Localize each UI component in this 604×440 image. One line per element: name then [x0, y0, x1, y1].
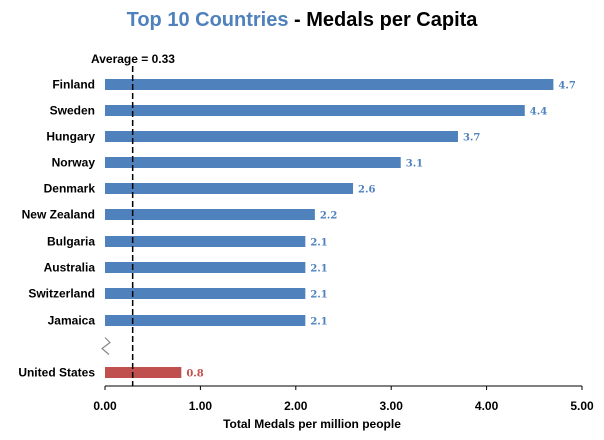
data-label: 4.4 [530, 107, 547, 118]
x-tick-label: 5.00 [570, 399, 594, 413]
x-axis-title: Total Medals per million people [223, 417, 401, 431]
category-label: Switzerland [28, 287, 95, 301]
x-tick-label: 4.00 [475, 399, 499, 413]
bar [105, 157, 401, 168]
category-label: Denmark [44, 182, 96, 196]
category-label: Finland [52, 78, 95, 92]
data-label: 2.1 [310, 238, 327, 249]
category-label: Australia [44, 261, 96, 275]
x-tick-label: 2.00 [284, 399, 308, 413]
category-label: Jamaica [48, 314, 96, 328]
bar [105, 288, 306, 299]
data-label: 2.1 [310, 317, 327, 328]
bar [105, 105, 525, 116]
bar [105, 209, 315, 220]
bar [105, 79, 554, 90]
average-label: Average = 0.33 [91, 52, 175, 66]
bar [105, 367, 182, 378]
x-axis: 0.00 1.00 2.00 3.00 4.00 5.00 [93, 66, 594, 413]
data-label: 3.7 [463, 133, 480, 144]
category-label: New Zealand [22, 208, 95, 222]
chart-title-highlight: Top 10 Countries [127, 9, 289, 31]
data-label: 2.1 [310, 290, 327, 301]
x-tick-label: 0.00 [93, 399, 117, 413]
category-label: Hungary [46, 130, 95, 144]
bar [105, 183, 354, 194]
bar [105, 315, 306, 326]
bar [105, 262, 306, 273]
data-label: 0.8 [186, 369, 203, 380]
x-tick-label: 3.00 [380, 399, 404, 413]
bars-layer: Finland 4.7 Sweden 4.4 Hungary 3.7 Norway 3.1 De… [18, 78, 576, 380]
data-label: 2.2 [320, 211, 337, 222]
category-label: Norway [52, 156, 96, 170]
chart-title: Top 10 Countries - Medals per Capita [127, 9, 479, 31]
data-label: 2.6 [358, 185, 375, 196]
data-label: 4.7 [558, 81, 575, 92]
data-label: 2.1 [310, 264, 327, 275]
data-label: 3.1 [406, 159, 423, 170]
chart-title-rest: - Medals per Capita [288, 9, 478, 31]
category-label: United States [18, 366, 95, 380]
axis-break-marker [101, 337, 111, 355]
category-label: Bulgaria [47, 235, 95, 249]
x-tick-label: 1.00 [189, 399, 213, 413]
category-label: Sweden [50, 104, 95, 118]
bar [105, 236, 306, 247]
bar [105, 131, 458, 142]
